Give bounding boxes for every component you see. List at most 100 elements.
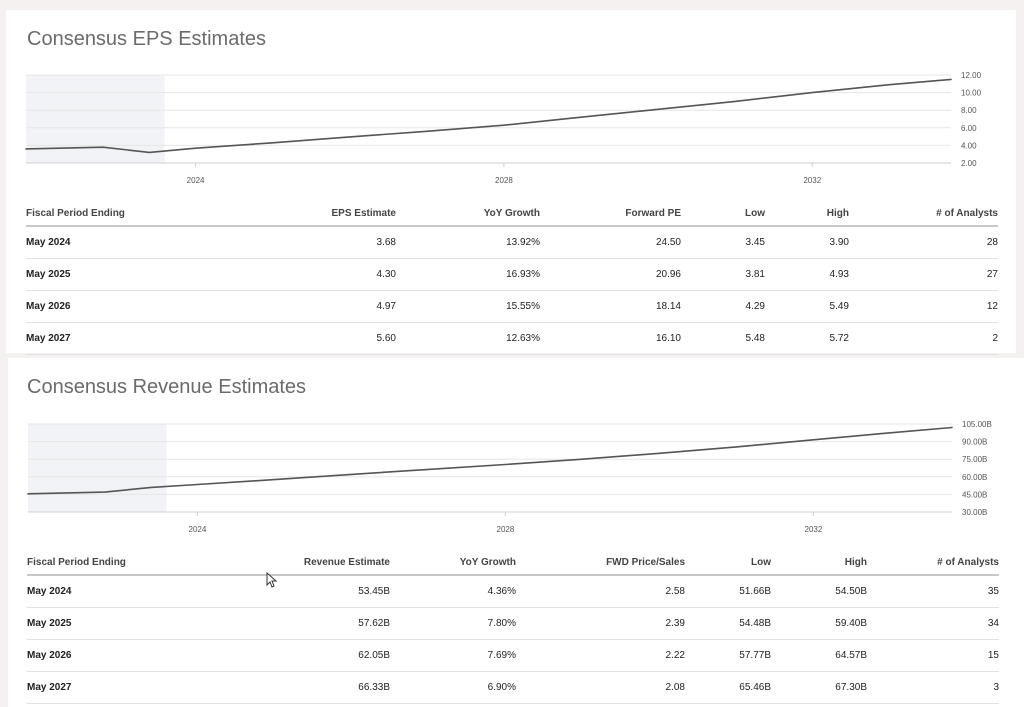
analysts-cell: 27 (849, 258, 998, 291)
revenue-estimate-cell: 57.62B (203, 607, 390, 640)
eps-x-tick-label: 2028 (495, 176, 513, 185)
low-cell: 51.66B (685, 575, 771, 608)
col-header-high[interactable]: High (771, 557, 867, 576)
revenue-estimates-card: Consensus Revenue Estimates 30.00B 45.00B… (8, 358, 1024, 707)
forward-pe-cell: 16.10 (540, 322, 681, 355)
yoy-growth-cell: 13.92% (396, 226, 540, 259)
low-cell: 3.81 (681, 258, 765, 291)
col-header-low[interactable]: Low (685, 557, 771, 576)
revenue-x-tick-label: 2028 (497, 525, 515, 534)
eps-estimate-cell: 4.97 (206, 290, 396, 323)
table-row: May 2024 53.45B 4.36% 2.58 51.66B 54.50B… (27, 575, 999, 608)
revenue-line-chart: 30.00B 45.00B 60.00B 75.00B 90.00B 105.00B 202… (27, 420, 992, 534)
eps-y-tick-label: 6.00 (961, 124, 977, 133)
col-header-fiscal-period[interactable]: Fiscal Period Ending (26, 208, 206, 227)
revenue-y-tick-label: 60.00B (962, 473, 987, 482)
revenue-y-tick-label: 75.00B (962, 455, 987, 464)
col-header-yoy-growth[interactable]: YoY Growth (396, 208, 540, 227)
revenue-table-header: Fiscal Period Ending Revenue Estimate Yo… (27, 557, 999, 576)
low-cell: 4.29 (681, 290, 765, 323)
col-header-high[interactable]: High (765, 208, 849, 227)
revenue-y-tick-label: 105.00B (962, 420, 992, 429)
fiscal-period-cell: May 2024 (27, 575, 203, 608)
eps-estimate-line[interactable] (25, 78, 952, 154)
fiscal-period-cell: May 2025 (26, 258, 206, 291)
table-row: May 2025 57.62B 7.80% 2.39 54.48B 59.40B… (27, 607, 999, 640)
revenue-estimate-cell: 66.33B (203, 671, 390, 704)
fwd-price-sales-cell: 2.22 (516, 639, 685, 672)
analysts-cell: 34 (867, 607, 999, 640)
eps-x-tick-label: 2032 (803, 176, 821, 185)
fwd-price-sales-cell: 2.58 (516, 575, 685, 608)
low-cell: 65.46B (685, 671, 771, 704)
forward-pe-cell: 18.14 (540, 290, 681, 323)
col-header-fwd-price-sales[interactable]: FWD Price/Sales (516, 557, 685, 576)
analysts-cell: 2 (849, 322, 998, 355)
revenue-y-tick-label: 90.00B (962, 438, 987, 447)
fiscal-period-cell: May 2026 (27, 639, 203, 672)
high-cell: 67.30B (771, 671, 867, 704)
mouse-cursor-icon (266, 572, 278, 588)
eps-card-title: Consensus EPS Estimates (27, 28, 266, 50)
revenue-card-title: Consensus Revenue Estimates (27, 376, 307, 398)
eps-line-chart: 2.00 4.00 6.00 8.00 10.00 12.00 2024 2028 2032 (25, 71, 982, 185)
col-header-revenue-estimate[interactable]: Revenue Estimate (203, 557, 390, 576)
col-header-num-analysts[interactable]: # of Analysts (849, 208, 998, 227)
table-row: May 2026 4.97 15.55% 18.14 4.29 5.49 12 (26, 290, 998, 323)
high-cell: 64.57B (771, 639, 867, 672)
analysts-cell: 15 (867, 639, 999, 672)
analysts-cell: 35 (867, 575, 999, 608)
eps-y-tick-label: 10.00 (961, 89, 982, 98)
fiscal-period-cell: May 2026 (26, 290, 206, 323)
fwd-price-sales-cell: 2.39 (516, 607, 685, 640)
analysts-cell: 12 (849, 290, 998, 323)
eps-estimate-cell: 5.60 (206, 322, 396, 355)
fiscal-period-cell: May 2027 (27, 671, 203, 704)
table-row: May 2027 5.60 12.63% 16.10 5.48 5.72 2 (26, 322, 998, 355)
eps-estimate-cell: 4.30 (206, 258, 396, 291)
yoy-growth-cell: 7.69% (390, 639, 516, 672)
fiscal-period-cell: May 2027 (26, 322, 206, 355)
eps-y-tick-label: 12.00 (961, 71, 982, 80)
col-header-low[interactable]: Low (681, 208, 765, 227)
revenue-history-shade (28, 424, 167, 512)
eps-x-tick-label: 2024 (187, 176, 205, 185)
revenue-estimates-table: Fiscal Period Ending Revenue Estimate Yo… (27, 557, 999, 704)
low-cell: 54.48B (685, 607, 771, 640)
yoy-growth-cell: 12.63% (396, 322, 540, 355)
col-header-forward-pe[interactable]: Forward PE (540, 208, 681, 227)
fiscal-period-cell: May 2024 (26, 226, 206, 259)
yoy-growth-cell: 15.55% (396, 290, 540, 323)
eps-y-tick-label: 2.00 (961, 159, 977, 168)
eps-history-shade (26, 75, 165, 163)
eps-y-tick-label: 8.00 (961, 106, 977, 115)
low-cell: 3.45 (681, 226, 765, 259)
col-header-num-analysts[interactable]: # of Analysts (867, 557, 999, 576)
revenue-x-tick-label: 2024 (189, 525, 207, 534)
yoy-growth-cell: 4.36% (390, 575, 516, 608)
analysts-cell: 28 (849, 226, 998, 259)
high-cell: 3.90 (765, 226, 849, 259)
revenue-x-tick-label: 2032 (805, 525, 823, 534)
revenue-estimate-cell: 62.05B (203, 639, 390, 672)
table-row: May 2026 62.05B 7.69% 2.22 57.77B 64.57B… (27, 639, 999, 672)
high-cell: 59.40B (771, 607, 867, 640)
col-header-yoy-growth[interactable]: YoY Growth (390, 557, 516, 576)
revenue-estimate-line[interactable] (27, 426, 953, 495)
col-header-eps-estimate[interactable]: EPS Estimate (206, 208, 396, 227)
yoy-growth-cell: 7.80% (390, 607, 516, 640)
col-header-fiscal-period[interactable]: Fiscal Period Ending (27, 557, 203, 576)
analysts-cell: 3 (867, 671, 999, 704)
eps-table-header: Fiscal Period Ending EPS Estimate YoY Gr… (26, 208, 998, 227)
table-row: May 2025 4.30 16.93% 20.96 3.81 4.93 27 (26, 258, 998, 291)
fiscal-period-cell: May 2025 (27, 607, 203, 640)
table-row: May 2024 3.68 13.92% 24.50 3.45 3.90 28 (26, 226, 998, 259)
revenue-y-tick-label: 30.00B (962, 508, 987, 517)
eps-estimates-table: Fiscal Period Ending EPS Estimate YoY Gr… (26, 208, 998, 355)
high-cell: 4.93 (765, 258, 849, 291)
low-cell: 5.48 (681, 322, 765, 355)
table-row: May 2027 66.33B 6.90% 2.08 65.46B 67.30B… (27, 671, 999, 704)
high-cell: 54.50B (771, 575, 867, 608)
revenue-estimate-cell: 53.45B (203, 575, 390, 608)
revenue-y-tick-label: 45.00B (962, 490, 987, 499)
